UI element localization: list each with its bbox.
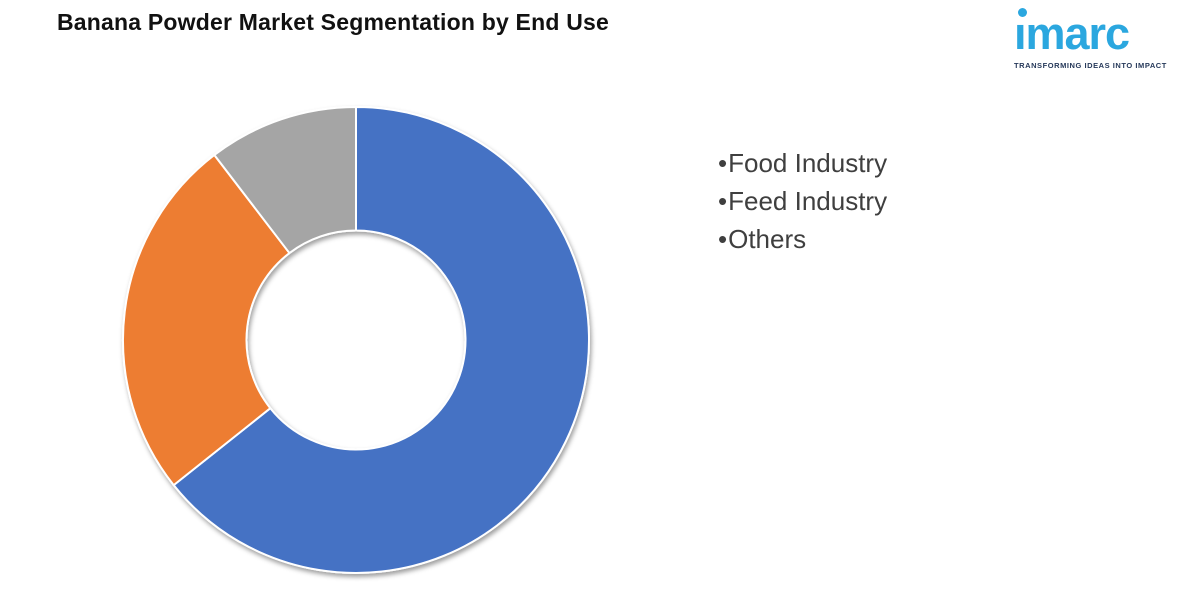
imarc-logo-i-dot xyxy=(1018,8,1027,17)
imarc-logo: ımarc TRANSFORMING IDEAS INTO IMPACT xyxy=(1014,8,1166,70)
legend-item-feed-industry: • Feed Industry xyxy=(718,182,887,220)
donut-chart-svg xyxy=(122,106,590,574)
imarc-logo-tagline: TRANSFORMING IDEAS INTO IMPACT xyxy=(1014,61,1167,70)
chart-title: Banana Powder Market Segmentation by End… xyxy=(57,9,609,35)
imarc-logo-text: ımarc xyxy=(1014,8,1130,59)
donut-slice-others xyxy=(213,106,357,255)
legend-label: Food Industry xyxy=(728,148,888,178)
legend-bullet: • xyxy=(718,186,728,216)
imarc-logo-wordmark: ımarc xyxy=(1014,8,1166,58)
legend-label: Others xyxy=(728,224,807,254)
legend-bullet: • xyxy=(718,224,728,254)
legend-label: Feed Industry xyxy=(728,186,888,216)
legend-item-food-industry: • Food Industry xyxy=(718,144,887,182)
legend-item-others: • Others xyxy=(718,220,887,258)
chart-legend: • Food Industry • Feed Industry • Others xyxy=(718,144,887,258)
donut-chart xyxy=(106,90,606,590)
legend-bullet: • xyxy=(718,148,728,178)
donut-slice-food-industry xyxy=(172,106,590,574)
donut-slice-feed-industry xyxy=(122,154,291,487)
